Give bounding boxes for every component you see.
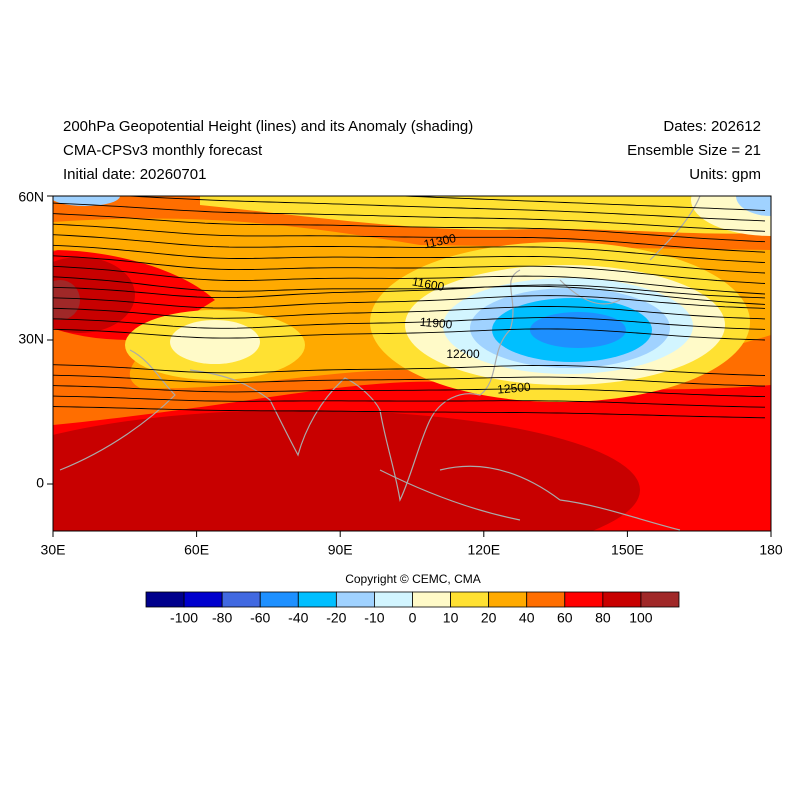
- colorbar-box: [450, 591, 490, 608]
- contour-label: 11600: [411, 274, 446, 293]
- ensemble: Ensemble Size = 21: [627, 142, 761, 159]
- coastlines: [59, 196, 701, 531]
- contour: [53, 306, 766, 320]
- colorbar-box: [221, 591, 261, 608]
- contour: [119, 196, 766, 222]
- contour: [53, 213, 766, 243]
- colorbar-box: [488, 591, 528, 608]
- lat-label: 60N: [18, 189, 44, 205]
- colorbar-label: 10: [443, 610, 459, 626]
- title: 200hPa Geopotential Height (lines) and i…: [63, 118, 473, 135]
- lon-label: 60E: [184, 542, 209, 558]
- colorbar-label: 60: [557, 610, 573, 626]
- colorbar-box: [564, 591, 604, 608]
- contour: [53, 374, 766, 387]
- colorbar-label: -20: [326, 610, 346, 626]
- contour: [53, 202, 766, 232]
- contour-label: 11300: [422, 231, 457, 252]
- units: Units: gpm: [689, 166, 761, 183]
- colorbar-box: [602, 591, 642, 608]
- colorbar-label: 80: [595, 610, 611, 626]
- colorbar-box: [526, 591, 566, 608]
- map-shading: [53, 196, 771, 531]
- colorbar-box: [297, 591, 337, 608]
- colorbar-box: [183, 591, 223, 608]
- contour: [53, 328, 766, 341]
- subtitle: Initial date: 20260701: [63, 166, 206, 183]
- lon-label: 150E: [611, 542, 644, 558]
- copyright: Copyright © CEMC, CMA: [345, 572, 481, 586]
- colorbar-box: [374, 591, 413, 608]
- colorbar-label: -100: [170, 610, 198, 626]
- colorbar-box: [259, 591, 299, 608]
- contour-label: 12500: [497, 380, 532, 397]
- colorbar-label: -60: [250, 610, 270, 626]
- contour-label: 12200: [446, 347, 480, 361]
- contour-lines: [53, 196, 766, 419]
- contour: [53, 234, 766, 264]
- lat-label: 0: [36, 475, 44, 491]
- colorbar-label: 0: [409, 610, 417, 626]
- contour: [53, 317, 766, 330]
- lon-label: 120E: [467, 542, 500, 558]
- subtitle: CMA-CPSv3 monthly forecast: [63, 142, 263, 159]
- colorbar-box: [335, 591, 375, 608]
- dates: Dates: 202612: [663, 118, 761, 135]
- contour-label: 11900: [419, 315, 453, 332]
- colorbar-label: -40: [288, 610, 308, 626]
- colorbar-label: 20: [481, 610, 497, 626]
- colorbar-box: [640, 591, 680, 608]
- contour: [53, 255, 766, 284]
- colorbar-label: -80: [212, 610, 232, 626]
- colorbar-box: [412, 591, 451, 608]
- colorbar: -100 -80 -60 -40 -20 -10 0 10 20 40 60 80 100: [145, 591, 680, 626]
- colorbar-label: 100: [629, 610, 653, 626]
- map-frame: [52, 195, 772, 532]
- contour: [53, 385, 766, 398]
- contour: [53, 276, 766, 305]
- contour: [53, 364, 766, 376]
- colorbar-label: -10: [364, 610, 384, 626]
- contour: [53, 284, 766, 299]
- lon-label: 90E: [328, 542, 353, 558]
- contour: [53, 395, 766, 408]
- lon-label: 180: [759, 542, 783, 558]
- contour: [53, 223, 766, 253]
- contour: [53, 295, 766, 309]
- contour: [53, 406, 766, 419]
- colorbar-label: 40: [519, 610, 535, 626]
- contour: [53, 265, 766, 295]
- lat-label: 30N: [18, 331, 44, 347]
- contour: [53, 244, 766, 274]
- lon-label: 30E: [41, 542, 66, 558]
- colorbar-box: [145, 591, 185, 608]
